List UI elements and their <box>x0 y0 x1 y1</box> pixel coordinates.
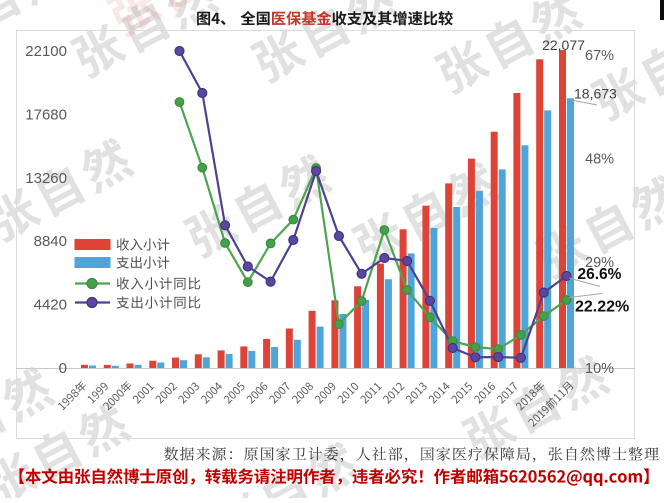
svg-text:22.22%: 22.22% <box>575 299 629 316</box>
svg-text:18,673: 18,673 <box>574 86 617 102</box>
svg-text:10%: 10% <box>585 361 614 377</box>
svg-text:4420: 4420 <box>34 297 67 314</box>
svg-text:0: 0 <box>59 360 67 377</box>
svg-text:67%: 67% <box>585 48 614 64</box>
svg-text:22100: 22100 <box>25 43 67 60</box>
svg-text:29%: 29% <box>585 255 614 271</box>
svg-text:13260: 13260 <box>25 170 67 187</box>
svg-text:8840: 8840 <box>34 233 67 250</box>
svg-text:17680: 17680 <box>25 107 67 124</box>
svg-text:48%: 48% <box>585 152 614 168</box>
svg-text:22,077: 22,077 <box>542 37 585 53</box>
svg-text:26.6%: 26.6% <box>578 266 622 283</box>
